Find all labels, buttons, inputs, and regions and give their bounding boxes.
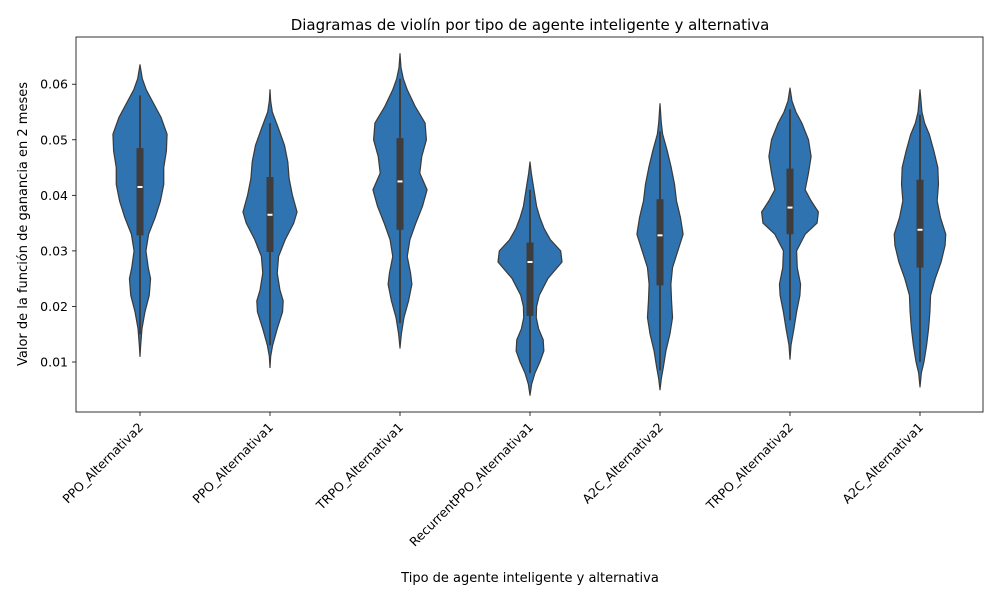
chart-title: Diagramas de violín por tipo de agente i… xyxy=(291,16,770,34)
median-marker xyxy=(267,213,273,216)
iqr-box xyxy=(136,148,144,236)
iqr-box xyxy=(916,179,924,268)
x-tick-label: TRPO_Alternativa1 xyxy=(312,420,406,514)
median-marker xyxy=(787,206,793,209)
x-axis-label: Tipo de agente inteligente y alternativa xyxy=(400,571,659,586)
violin-PPO_Alternativa2 xyxy=(112,64,168,358)
x-tick-label: A2C_Alternativa1 xyxy=(839,420,926,507)
violin-A2C_Alternativa2 xyxy=(636,103,684,391)
plot-frame xyxy=(75,36,984,413)
y-tick-label: 0.06 xyxy=(40,77,68,92)
y-tick-label: 0.03 xyxy=(40,243,68,258)
violin-RecurrentPPO_Alternativa1 xyxy=(497,161,563,396)
x-tick-label: RecurrentPPO_Alternativa1 xyxy=(406,420,536,550)
median-marker xyxy=(917,228,923,231)
violin-A2C_Alternativa1 xyxy=(893,89,947,388)
y-tick-label: 0.05 xyxy=(40,132,68,147)
x-axis: PPO_Alternativa2 PPO_Alternativa1 TRPO_Alt… xyxy=(59,412,926,549)
median-marker xyxy=(137,186,143,188)
violin-PPO_Alternativa1 xyxy=(242,89,298,369)
x-tick-label: PPO_Alternativa1 xyxy=(189,420,276,507)
median-marker xyxy=(397,180,403,183)
y-tick-label: 0.04 xyxy=(40,188,68,203)
iqr-box xyxy=(396,138,404,230)
y-axis-label: Valor de la función de ganancia en 2 mes… xyxy=(16,82,31,366)
y-tick-label: 0.01 xyxy=(40,355,68,370)
violin-TRPO_Alternativa1 xyxy=(372,53,428,349)
y-tick-label: 0.02 xyxy=(40,299,68,314)
iqr-box xyxy=(786,168,794,235)
x-tick-label: TRPO_Alternativa2 xyxy=(702,420,796,514)
iqr-box xyxy=(526,242,534,316)
x-tick-label: A2C_Alternativa2 xyxy=(579,420,666,507)
x-tick-label: PPO_Alternativa2 xyxy=(59,420,146,507)
y-axis: 0.01 0.02 0.03 0.04 0.05 0.06 xyxy=(40,77,76,370)
iqr-box xyxy=(656,199,664,286)
violin-TRPO_Alternativa2 xyxy=(761,87,819,360)
median-marker xyxy=(527,261,533,263)
median-marker xyxy=(657,234,663,237)
violins-layer xyxy=(112,53,947,396)
